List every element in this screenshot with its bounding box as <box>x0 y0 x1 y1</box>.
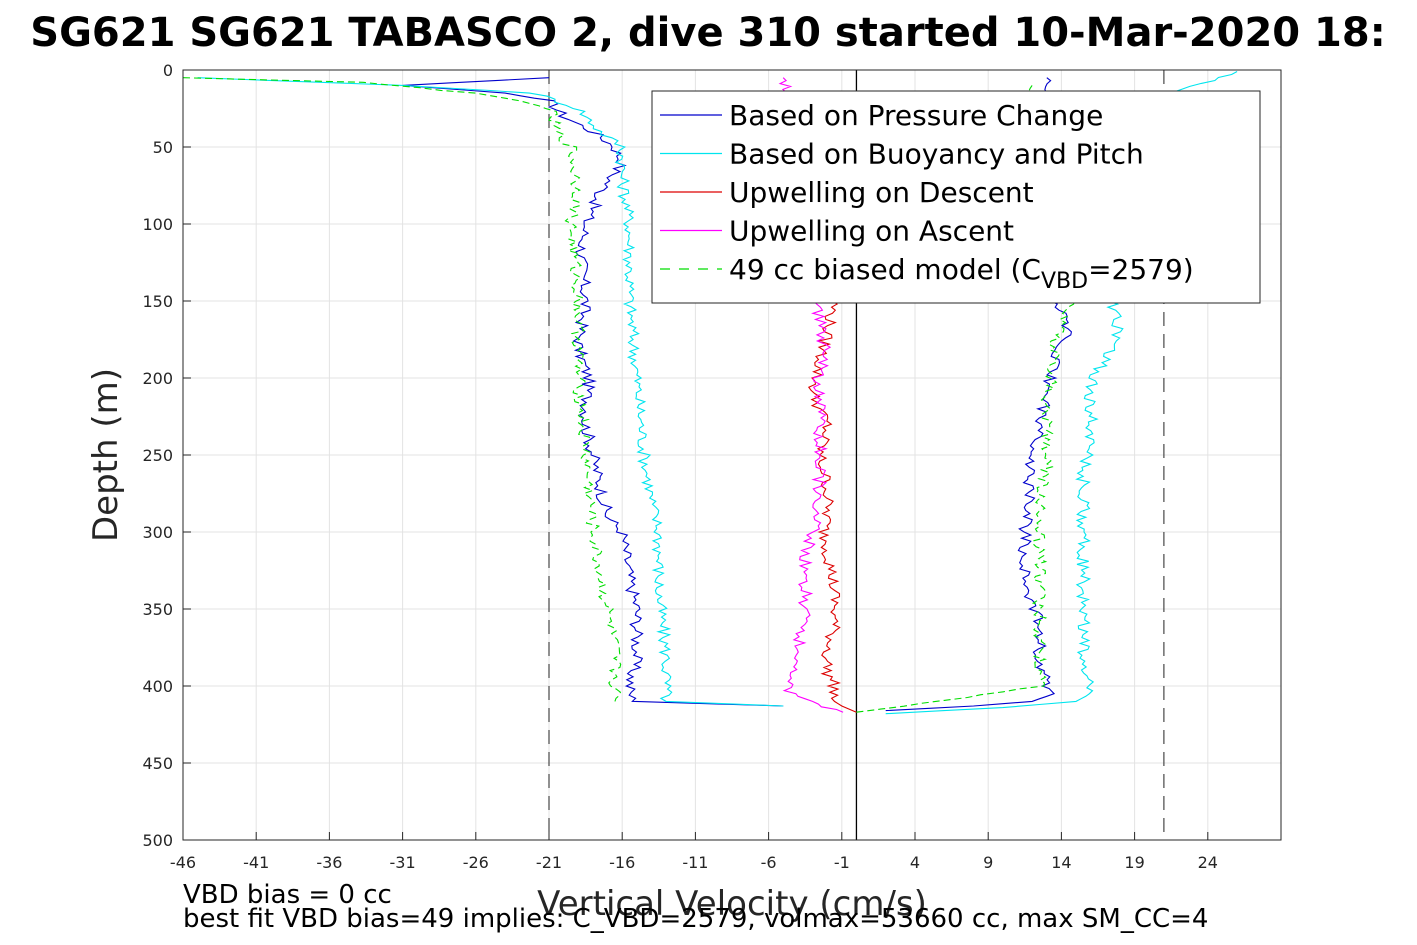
x-tick-label: -21 <box>536 853 562 872</box>
data-series <box>182 71 1238 715</box>
x-tick-label: 9 <box>983 853 993 872</box>
series-line <box>402 77 784 707</box>
y-tick-label: 300 <box>142 523 173 542</box>
vbd-bias-note: VBD bias = 0 cc <box>183 880 392 910</box>
x-tick-label: -31 <box>390 853 416 872</box>
y-axis-ticks: 0 50 100 150 200 250 300 350 400 450 500 <box>142 61 191 850</box>
x-tick-label: 24 <box>1198 853 1218 872</box>
x-tick-label: 4 <box>910 853 920 872</box>
legend: Based on Pressure Change Based on Buoyanc… <box>651 90 1261 304</box>
x-tick-label: -11 <box>682 853 708 872</box>
y-axis-label: Depth (m) <box>86 368 126 542</box>
x-tick-label: -1 <box>834 853 850 872</box>
y-tick-label: 500 <box>142 831 173 850</box>
y-tick-label: 150 <box>142 292 173 311</box>
x-tick-label: -46 <box>170 853 196 872</box>
legend-label: Based on Pressure Change <box>729 99 1103 132</box>
y-tick-label: 450 <box>142 754 173 773</box>
legend-label: Upwelling on Descent <box>729 176 1034 209</box>
series-line <box>182 77 622 702</box>
legend-label: Upwelling on Ascent <box>729 215 1014 248</box>
legend-box <box>651 90 1261 304</box>
series-line <box>807 300 857 713</box>
y-tick-label: 400 <box>142 677 173 696</box>
y-tick-label: 100 <box>142 215 173 234</box>
x-tick-label: -41 <box>243 853 269 872</box>
x-tick-label: 19 <box>1124 853 1144 872</box>
x-axis-label: Vertical Velocity (cm/s) <box>537 884 927 924</box>
series-line <box>197 77 784 707</box>
y-tick-label: 0 <box>163 61 173 80</box>
best-fit-note: best fit VBD bias=49 implies: C_VBD=2579… <box>183 904 1208 934</box>
x-tick-label: -16 <box>609 853 635 872</box>
x-tick-label: -36 <box>316 853 342 872</box>
y-tick-label: 250 <box>142 446 173 465</box>
legend-label: Based on Buoyancy and Pitch <box>729 138 1144 171</box>
x-tick-label: 14 <box>1051 853 1071 872</box>
y-tick-label: 50 <box>153 138 173 157</box>
x-tick-label: -26 <box>463 853 489 872</box>
chart-title: SG621 SG621 TABASCO 2, dive 310 started … <box>30 10 1385 56</box>
x-tick-label: -6 <box>761 853 777 872</box>
y-tick-label: 350 <box>142 600 173 619</box>
y-tick-label: 200 <box>142 369 173 388</box>
x-axis-ticks: -46 -41 -36 -31 -26 -21 -16 -11 -6 -1 4 9 14 19 24 <box>170 832 1218 872</box>
